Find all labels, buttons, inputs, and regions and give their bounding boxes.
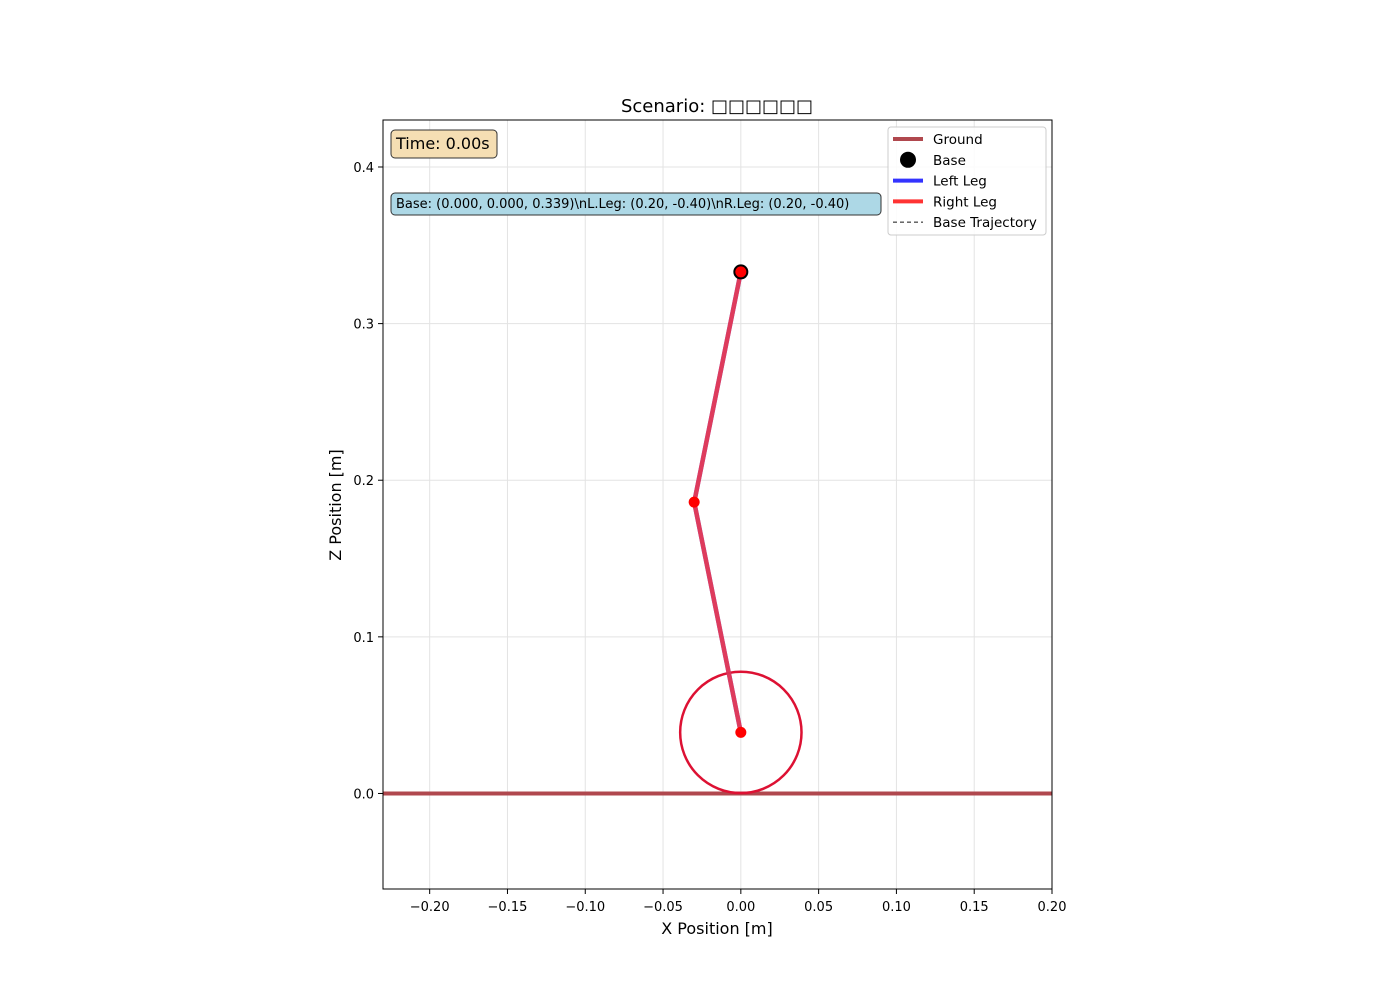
legend-label: Base Trajectory [933, 215, 1037, 231]
time-annotation-text: Time: 0.00s [395, 134, 490, 153]
x-axis-label: X Position [m] [661, 919, 773, 938]
legend-entries: Ground Base Left Leg Right Leg Base Trajecto… [893, 132, 1037, 231]
x-tick-label: −0.20 [410, 900, 450, 915]
y-tick-label: 0.3 [353, 318, 374, 333]
y-axis-label: Z Position [m] [326, 449, 345, 561]
legend-label: Base [933, 153, 966, 169]
x-tick-label: −0.15 [488, 900, 528, 915]
legend-label: Ground [933, 132, 983, 148]
info-annotation-text: Base: (0.000, 0.000, 0.339)\nL.Leg: (0.2… [396, 197, 849, 212]
y-tick-label: 0.2 [353, 474, 374, 489]
joint-marker [688, 496, 700, 508]
x-tick-label: −0.05 [643, 900, 683, 915]
legend: Ground Base Left Leg Right Leg Base Trajecto… [887, 126, 1047, 236]
wheel-circle [678, 670, 803, 795]
x-axis-ticks: −0.20 −0.15 −0.10 −0.05 0.00 0.05 0.10 0.15 0.20 [410, 889, 1067, 915]
x-tick-label: 0.00 [726, 900, 755, 915]
x-tick-label: 0.20 [1038, 900, 1067, 915]
y-tick-label: 0.1 [353, 631, 374, 646]
joint-marker [735, 266, 747, 278]
legend-box [887, 126, 1047, 236]
legend-swatch [900, 151, 916, 168]
x-tick-label: 0.05 [804, 900, 833, 915]
y-tick-label: 0.4 [353, 161, 374, 176]
robot [678, 264, 803, 795]
y-tick-label: 0.0 [353, 787, 374, 802]
plot-frame [382, 119, 1053, 890]
x-tick-label: 0.10 [882, 900, 911, 915]
legend-label: Right Leg [933, 194, 997, 210]
info-annotation-box [390, 192, 882, 216]
info-annotation: Base: (0.000, 0.000, 0.339)\nL.Leg: (0.2… [390, 192, 882, 216]
chart-title: Scenario: □□□□□□ [621, 96, 813, 117]
x-tick-label: 0.15 [960, 900, 989, 915]
y-axis-ticks: 0.0 0.1 0.2 0.3 0.4 [353, 161, 383, 802]
legend-label: Left Leg [933, 174, 987, 190]
time-annotation: Time: 0.00s [390, 129, 498, 159]
joint-marker [735, 726, 747, 738]
time-annotation-box [390, 129, 498, 159]
x-tick-label: −0.10 [565, 900, 605, 915]
